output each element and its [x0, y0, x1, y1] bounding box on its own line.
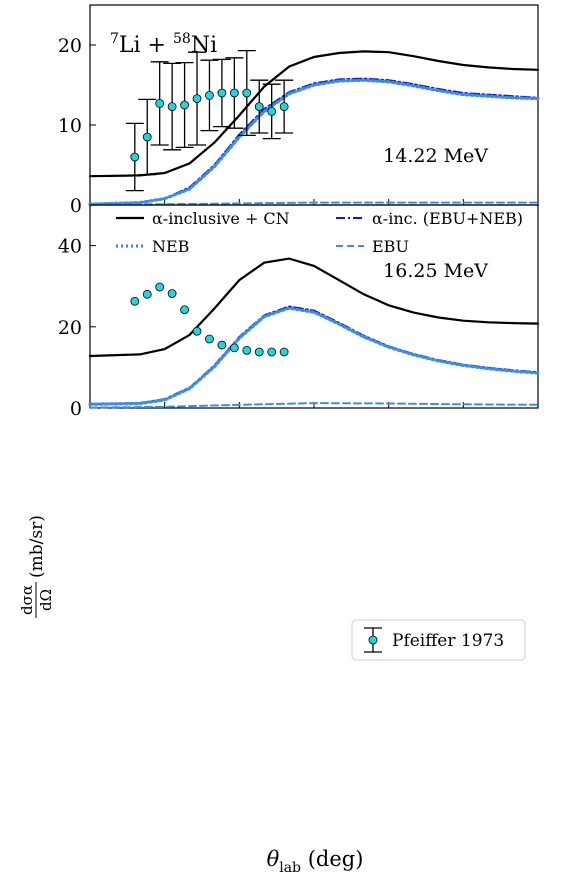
panel-2: 0 20 40 16.25 MeV [58, 204, 540, 420]
y-tick-label: 0 [70, 195, 82, 217]
data-point [130, 152, 140, 162]
series-line--inclusive-cn [88, 257, 540, 358]
data-point [267, 107, 277, 116]
legend-top: α-inclusive + CN α-inc. (EBU+NEB) NEB EBU [116, 209, 523, 256]
energy-label: 14.22 MeV [383, 145, 488, 167]
series-line-ebu [89, 402, 539, 409]
y-label-denominator: dΩ [37, 589, 55, 611]
reaction-label: 7Li + 58Ni [110, 31, 217, 58]
data-point [142, 132, 152, 142]
data-point [155, 99, 165, 108]
data-point [267, 347, 277, 357]
legend-label: Pfeiffer 1973 [392, 631, 504, 651]
data-point [205, 334, 214, 344]
data-point [254, 347, 264, 357]
data-point [130, 296, 140, 306]
data-point [192, 326, 202, 336]
x-axis-label: θlab (deg) [267, 847, 364, 876]
series-line-ebu [89, 201, 539, 206]
data-point [192, 94, 202, 103]
y-tick-label: 10 [58, 115, 82, 137]
legend-marker [368, 635, 378, 645]
data-point [180, 305, 189, 315]
legend-label: α-inclusive + CN [152, 209, 290, 228]
data-point [229, 343, 239, 353]
energy-label: 16.25 MeV [383, 260, 488, 282]
series-line-neb [88, 306, 540, 406]
series-line--inclusive-cn [88, 50, 540, 178]
data-point [167, 289, 177, 298]
data-point [167, 102, 177, 111]
data-point [229, 88, 239, 98]
data-point [142, 289, 152, 299]
y-tick-label: 0 [70, 398, 82, 420]
data-point [242, 88, 252, 98]
series-line-neb [88, 78, 540, 206]
data-point [217, 88, 227, 98]
y-label-units: (mb/sr) [27, 515, 47, 578]
data-point [217, 340, 227, 350]
series-line--inc-ebu-neb- [89, 77, 539, 206]
y-tick-label: 40 [58, 236, 82, 258]
legend-box [351, 619, 526, 661]
data-point [242, 345, 252, 355]
data-point [205, 91, 214, 100]
data-point [279, 102, 289, 111]
legend-bottom: Pfeiffer 1973 [351, 619, 526, 661]
data-point [279, 347, 289, 357]
panel-frame [89, 204, 539, 409]
legend-label: NEB [152, 237, 189, 256]
data-point [254, 102, 264, 111]
y-tick-label: 20 [58, 35, 82, 57]
legend-label: EBU [372, 237, 409, 256]
legend-label: α-inc. (EBU+NEB) [372, 209, 523, 228]
data-point [155, 282, 165, 292]
data-point [180, 100, 189, 110]
y-axis-label: dσα dΩ (mb/sr) [18, 515, 55, 618]
y-label-numerator: dσα [18, 585, 36, 615]
panel-1: 0 10 20 14.22 MeV [58, 4, 540, 217]
y-tick-label: 20 [58, 317, 82, 339]
